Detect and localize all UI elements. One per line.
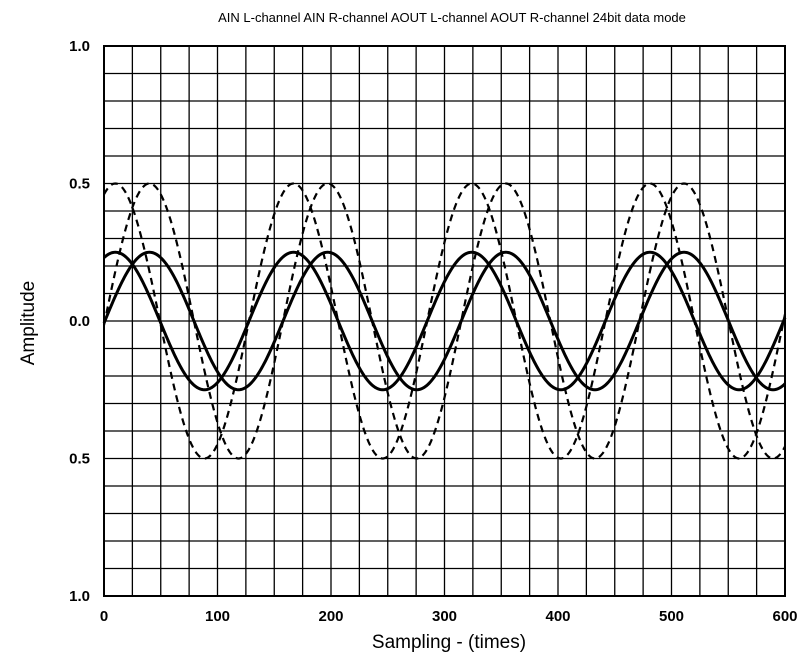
series-group xyxy=(102,182,787,460)
x-tick-label: 200 xyxy=(318,608,343,625)
y-tick-label: 0.0 xyxy=(69,313,90,330)
x-axis-label: Sampling - (times) xyxy=(372,632,526,653)
y-tick-label: 0.5 xyxy=(69,451,90,468)
y-tick-label: 0.5 xyxy=(69,176,90,193)
series-line-2 xyxy=(102,250,787,392)
series-line-1 xyxy=(102,250,787,392)
y-axis-label: Amplitude xyxy=(18,281,39,366)
x-tick-label: 400 xyxy=(545,608,570,625)
x-tick-label: 600 xyxy=(772,608,797,625)
x-tick-label: 100 xyxy=(205,608,230,625)
grid xyxy=(103,45,786,597)
chart-title: AIN L-channel AIN R-channel AOUT L-chann… xyxy=(218,10,686,25)
x-tick-label: 300 xyxy=(432,608,457,625)
series-line-3 xyxy=(103,182,787,460)
series-line-4 xyxy=(102,182,786,460)
tick-labels: 0 100 200 300 400 500 600 1.0 0.5 0.0 0.5 1.0 xyxy=(69,38,797,625)
x-tick-label: 0 xyxy=(100,608,108,625)
x-tick-label: 500 xyxy=(659,608,684,625)
y-tick-label: 1.0 xyxy=(69,38,90,55)
y-tick-label: 1.0 xyxy=(69,588,90,605)
